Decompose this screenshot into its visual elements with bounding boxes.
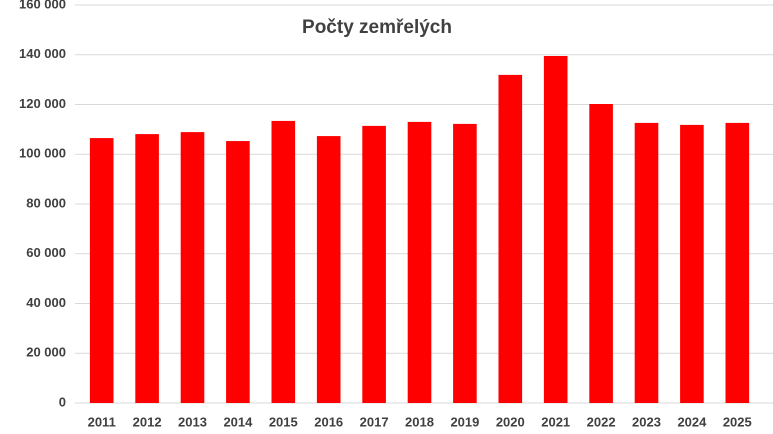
x-tick-label: 2015 xyxy=(269,414,298,429)
bar xyxy=(680,124,704,404)
bar xyxy=(589,104,613,403)
bar xyxy=(271,120,296,403)
x-tick-label: 2012 xyxy=(133,414,162,429)
y-tick-label: 160 000 xyxy=(19,0,66,11)
x-tick-label: 2014 xyxy=(223,414,253,429)
x-tick-label: 2016 xyxy=(314,414,343,429)
bar xyxy=(498,74,523,404)
x-tick-label: 2020 xyxy=(496,414,525,429)
y-tick-label: 40 000 xyxy=(26,295,66,310)
x-tick-label: 2019 xyxy=(450,414,479,429)
bar xyxy=(543,55,568,404)
bar xyxy=(634,122,659,403)
bar xyxy=(89,138,114,404)
bar xyxy=(362,125,386,403)
y-tick-label: 80 000 xyxy=(26,195,66,210)
y-tick-label: 120 000 xyxy=(19,96,66,111)
x-tick-label: 2021 xyxy=(541,414,570,429)
x-tick-label: 2025 xyxy=(723,414,752,429)
x-tick-label: 2011 xyxy=(88,414,116,429)
x-tick-label: 2024 xyxy=(677,414,707,429)
chart-title: Počty zemřelých xyxy=(302,17,452,38)
bar xyxy=(135,134,159,403)
x-tick-label: 2022 xyxy=(587,414,616,429)
bar xyxy=(226,141,250,403)
y-tick-label: 100 000 xyxy=(19,146,66,161)
bar xyxy=(407,121,432,403)
x-tick-label: 2013 xyxy=(178,414,207,429)
bar xyxy=(316,136,341,403)
y-tick-label: 60 000 xyxy=(26,245,66,260)
x-tick-label: 2017 xyxy=(360,414,389,429)
bar xyxy=(453,123,477,403)
bar xyxy=(725,122,750,403)
y-tick-label: 20 000 xyxy=(26,345,66,360)
x-tick-label: 2023 xyxy=(632,414,661,429)
y-tick-label: 140 000 xyxy=(19,46,66,61)
x-tick-label: 2018 xyxy=(405,414,434,429)
y-tick-label: 0 xyxy=(59,394,66,409)
bar xyxy=(180,132,205,403)
